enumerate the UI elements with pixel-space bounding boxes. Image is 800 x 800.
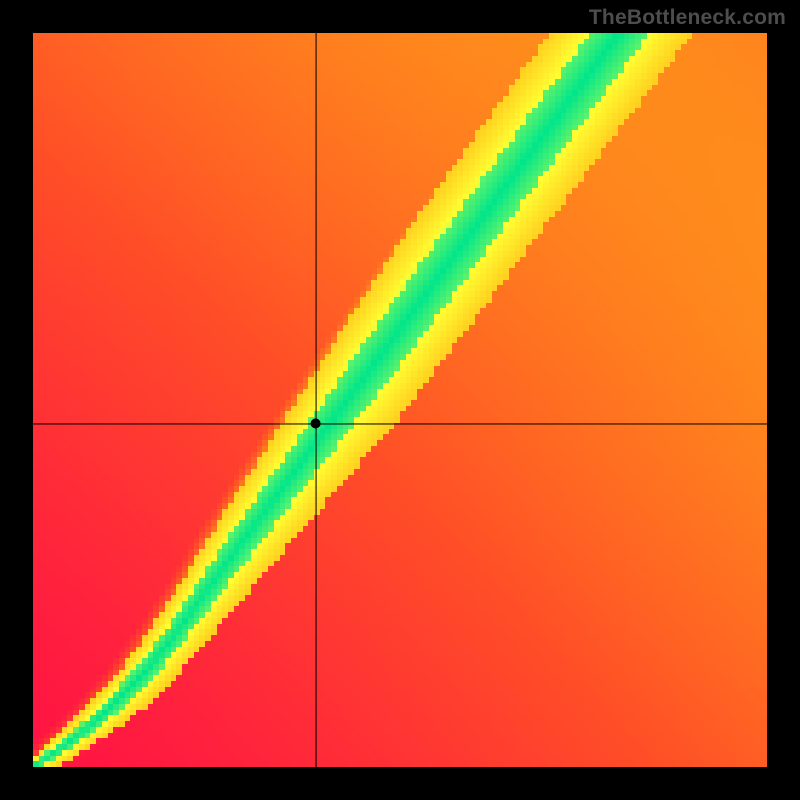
bottleneck-heatmap-overlay	[33, 33, 767, 767]
watermark-text: TheBottleneck.com	[589, 6, 786, 30]
